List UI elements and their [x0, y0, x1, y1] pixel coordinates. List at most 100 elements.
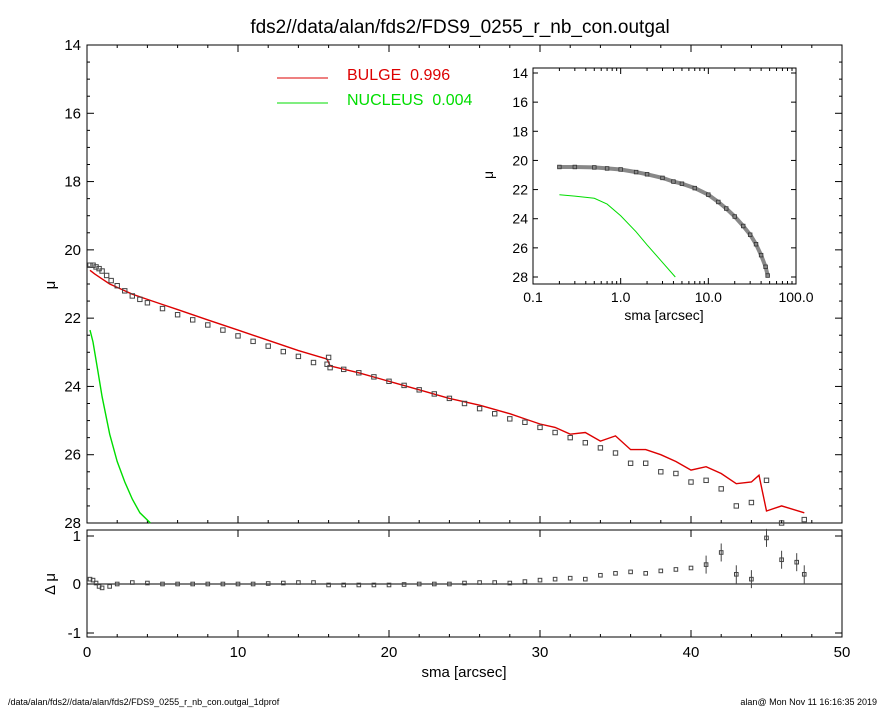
- main-data-point: [324, 361, 330, 367]
- inset-plot-area: [557, 164, 770, 278]
- footer-right: alan@ Mon Nov 11 16:16:35 2019: [740, 697, 877, 707]
- residual-x-tick-label: 30: [532, 644, 549, 661]
- residual-point: [265, 581, 271, 586]
- main-data-point: [265, 343, 271, 349]
- residual-point: [477, 580, 482, 585]
- main-data-point: [703, 477, 709, 484]
- main-data-point: [190, 317, 196, 323]
- residual-x-tick-label: 10: [230, 644, 247, 661]
- inset-y-tick-label: 28: [512, 269, 528, 285]
- main-data-point: [341, 366, 347, 373]
- residual-point: [220, 581, 226, 587]
- inset-data-point: [765, 273, 770, 278]
- main-data-point: [99, 268, 105, 274]
- residual-point: [356, 582, 362, 588]
- inset-x-tick-label: 10.0: [695, 289, 722, 305]
- bulge-line: [89, 269, 805, 514]
- residual-point: [447, 581, 452, 587]
- main-x-axis: [86, 45, 843, 523]
- main-data-point: [87, 262, 93, 268]
- residual-point: [598, 572, 603, 578]
- main-data-point: [552, 429, 558, 436]
- residual-point: [99, 585, 105, 591]
- inset-x-tick-label: 100.0: [778, 289, 813, 305]
- residual-point: [311, 580, 316, 585]
- inset-data-point: [706, 192, 711, 197]
- main-data-point: [476, 405, 483, 412]
- residual-point: [401, 582, 407, 587]
- inset-y-tick-label: 24: [512, 211, 528, 227]
- main-data-point: [327, 364, 333, 371]
- inset-y-tick-label: 22: [512, 182, 528, 198]
- footer-left: /data/alan/fds2//data/alan/fds2/FDS9_025…: [8, 697, 280, 707]
- inset-data-point: [644, 172, 650, 177]
- main-data-point: [643, 460, 649, 466]
- main-y-tick-label: 28: [64, 515, 81, 532]
- residual-point: [114, 581, 120, 587]
- chart-title: fds2//data/alan/fds2/FDS9_0255_r_nb_con.…: [250, 17, 669, 38]
- inset-x-axis-label: sma [arcsec]: [624, 307, 703, 323]
- main-data-point: [801, 516, 807, 523]
- residual-point: [673, 567, 679, 572]
- main-data-point: [122, 288, 128, 294]
- main-data-point: [688, 479, 694, 485]
- main-data-point: [401, 382, 407, 389]
- inset-data-point: [679, 181, 685, 186]
- inset-data-point: [660, 175, 665, 181]
- main-data-point: [325, 354, 332, 361]
- residual-y-axis-label: Δ μ: [42, 573, 59, 595]
- main-data-point: [507, 416, 513, 422]
- inset-x-axis: 0.1 1.0 10.0 100.0: [523, 68, 814, 305]
- main-y-tick-label: 14: [64, 37, 81, 54]
- residual-x-axis: 0 10 20 30 40 50: [83, 530, 850, 661]
- main-data-point: [114, 283, 120, 289]
- inset-data-point: [592, 165, 597, 170]
- main-data-point: [356, 370, 362, 376]
- main-data-point: [220, 327, 226, 333]
- residual-point: [90, 577, 96, 583]
- residual-point: [628, 569, 633, 575]
- main-y-tick-label: 16: [64, 105, 81, 122]
- inset-data-point: [671, 179, 676, 184]
- main-data-point: [280, 348, 287, 355]
- inset-data-point: [747, 232, 753, 237]
- residual-point: [537, 577, 543, 583]
- main-data-point: [673, 470, 679, 477]
- residual-point: [658, 568, 664, 574]
- main-data-point: [748, 499, 755, 506]
- residual-y-axis: -1 0 1: [68, 528, 842, 642]
- main-data-point: [522, 419, 528, 425]
- inset-data-band: [557, 165, 770, 278]
- residual-x-axis-label: sma [arcsec]: [421, 664, 506, 681]
- main-data-point: [567, 434, 573, 441]
- main-data-point: [295, 353, 302, 360]
- nucleus-line: [89, 329, 151, 524]
- residual-point: [160, 581, 165, 587]
- residual-point: [764, 535, 769, 541]
- main-data-point: [597, 445, 604, 451]
- residual-y-tick-label: -1: [68, 625, 81, 642]
- main-panel: 14 16 18 20 22 24 26 28 μ BULGE 0.996 NUCLEUS 0…: [42, 37, 843, 532]
- residual-y-tick-label: 1: [73, 528, 81, 545]
- main-y-axis: 14 16 18 20 22 24 26 28: [64, 37, 842, 532]
- residual-point: [552, 576, 558, 582]
- residual-point: [93, 580, 99, 586]
- residual-plot-area: [87, 528, 807, 591]
- main-data-point: [129, 293, 136, 299]
- main-plot-area: [87, 262, 807, 526]
- residual-point: [205, 581, 211, 587]
- main-data-point: [763, 477, 770, 484]
- main-data-point: [235, 333, 241, 339]
- residual-point: [235, 581, 241, 587]
- residual-point: [718, 550, 724, 555]
- inset-data-point: [758, 252, 764, 258]
- main-y-tick-label: 24: [64, 378, 81, 395]
- inset-x-tick-label: 0.1: [523, 289, 543, 305]
- inset-y-tick-label: 26: [512, 240, 528, 256]
- main-data-point: [371, 374, 377, 380]
- inset-data-point: [716, 199, 721, 205]
- inset-plot-frame: [532, 67, 797, 285]
- residual-point: [522, 579, 528, 584]
- main-data-point: [386, 378, 392, 385]
